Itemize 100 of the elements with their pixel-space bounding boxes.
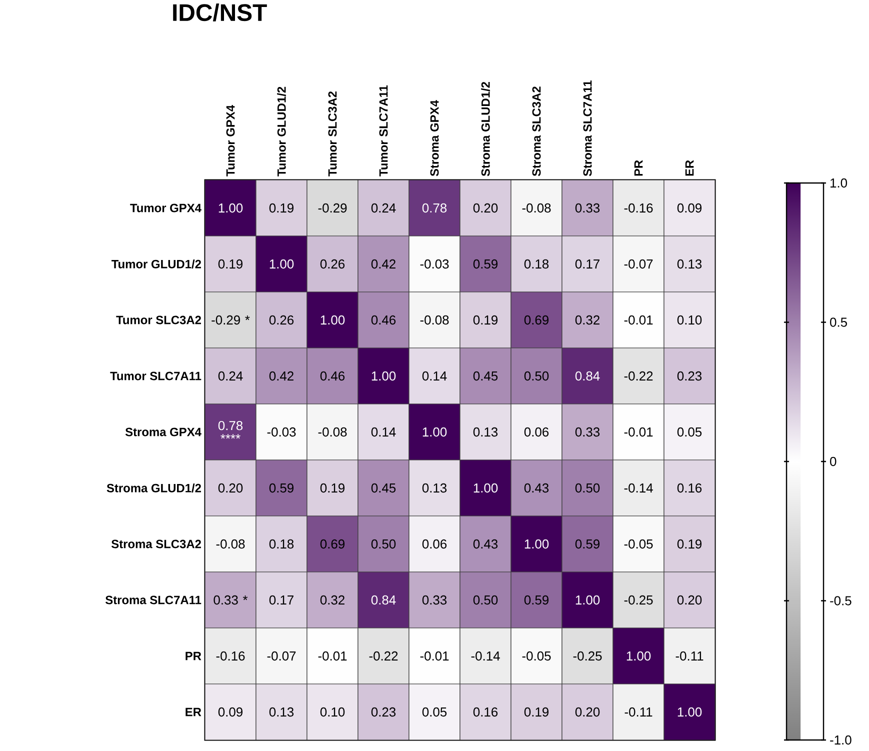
- data-label: 1.00: [218, 203, 243, 213]
- data-label: 1.00: [576, 595, 600, 605]
- x-tick-label: Stroma GLUD1/2: [481, 82, 490, 176]
- data-label: 0.42: [371, 259, 396, 269]
- data-label: 0.45: [371, 483, 396, 493]
- data-label: 1.00: [320, 315, 345, 325]
- data-label: 0.45: [473, 371, 498, 381]
- data-label: 0.24: [371, 203, 396, 213]
- data-label: 0.19: [218, 259, 242, 269]
- data-label: 0.33 *: [214, 595, 248, 605]
- data-label: 0.17: [269, 595, 294, 605]
- data-label: 0.43: [524, 483, 549, 493]
- y-tick-label: Stroma GPX4: [125, 428, 202, 436]
- data-label: 0.18: [524, 259, 549, 269]
- data-label: -0.22: [624, 371, 653, 381]
- y-tick-label: PR: [186, 652, 202, 660]
- data-label: 0.13: [422, 483, 447, 493]
- data-label: -0.05: [522, 651, 551, 661]
- data-label: 0.14: [422, 371, 447, 381]
- data-label: 0.20: [218, 483, 243, 493]
- data-label: 0.59: [269, 483, 294, 493]
- data-label: -0.14: [624, 483, 653, 493]
- data-label: 0.32: [575, 315, 600, 325]
- data-label: -0.16: [216, 651, 245, 661]
- data-label: 0.06: [422, 539, 447, 549]
- data-label: 0.16: [677, 483, 702, 493]
- data-label: 0.19: [473, 315, 498, 325]
- data-label: -0.11: [624, 707, 652, 717]
- data-label: 0.23: [371, 707, 396, 717]
- x-tick-label: Stroma SLC3A2: [532, 86, 541, 176]
- data-label: 0.26: [269, 315, 294, 325]
- data-label: -0.25: [573, 651, 602, 661]
- y-tick-label: ER: [186, 708, 202, 716]
- data-label: -0.08: [216, 539, 245, 549]
- data-label: 0.17: [575, 259, 600, 269]
- data-label: 0.10: [677, 315, 702, 325]
- data-label: 0.33: [575, 203, 600, 213]
- data-label: 0.69: [524, 315, 548, 325]
- data-label: 0.59: [524, 595, 548, 605]
- data-label: -0.07: [624, 259, 653, 269]
- y-tick-label: Stroma SLC3A2: [111, 540, 201, 548]
- data-label: 0.14: [371, 427, 396, 437]
- data-label: -0.29 *: [212, 315, 250, 325]
- data-label: -0.01: [318, 651, 347, 661]
- data-label: -0.14: [471, 651, 500, 661]
- data-label: 0.18: [269, 539, 294, 549]
- x-tick-label: Tumor SLC3A2: [328, 91, 337, 176]
- data-label: 0.33: [422, 595, 447, 605]
- data-label: 0.84: [371, 595, 396, 605]
- data-label: 0.59: [575, 539, 600, 549]
- data-label: 1.00: [422, 427, 447, 437]
- color-bar-label: 0: [830, 456, 836, 466]
- color-bar-label: 1.0: [830, 178, 848, 188]
- data-label: 0.43: [473, 539, 498, 549]
- x-tick-label: Stroma SLC7A11: [583, 80, 592, 176]
- data-label: 0.19: [269, 203, 294, 213]
- data-label: 0.19: [677, 539, 702, 549]
- data-label: 0.10: [320, 707, 345, 717]
- data-label: -0.08: [318, 427, 347, 437]
- data-label: 0.78: [422, 203, 447, 213]
- data-label: 0.24: [218, 371, 243, 381]
- data-label: 0.05: [422, 707, 447, 717]
- data-label: 0.20: [677, 595, 702, 605]
- data-label: -0.01: [624, 315, 653, 325]
- data-label: 1.00: [678, 707, 702, 717]
- data-label: 0.26: [320, 259, 345, 269]
- data-label: 1.00: [626, 651, 651, 661]
- color-bar-label: -0.5: [830, 596, 852, 606]
- data-label: 0.46: [371, 315, 396, 325]
- data-label: -0.03: [420, 259, 449, 269]
- data-label: 0.09: [218, 707, 242, 717]
- data-label: -0.16: [624, 203, 653, 213]
- data-label: 0.59: [473, 259, 498, 269]
- data-label: -0.03: [267, 427, 296, 437]
- data-label: 0.33: [575, 427, 600, 437]
- x-tick-label: Stroma GPX4: [430, 100, 439, 176]
- data-label: 1.00: [270, 259, 294, 269]
- data-label: -0.01: [420, 651, 449, 661]
- y-tick-label: Stroma SLC7A11: [105, 596, 202, 604]
- data-label: 0.46: [320, 371, 345, 381]
- data-label: 0.19: [320, 483, 344, 493]
- color-bar-label: 0.5: [830, 318, 847, 327]
- data-label: 0.09: [677, 203, 702, 213]
- data-label: -0.29: [318, 203, 347, 213]
- color-bar-label: -1.0: [830, 735, 852, 745]
- data-label: 0.42: [269, 371, 294, 381]
- data-label: 0.50: [524, 371, 549, 381]
- data-label: 0.05: [677, 427, 702, 437]
- data-label: 1.00: [372, 371, 396, 381]
- data-label: -0.08: [420, 315, 449, 325]
- data-label: 0.78 ****: [218, 421, 243, 439]
- data-label: 0.06: [524, 427, 549, 437]
- data-label: -0.25: [624, 595, 653, 605]
- data-label: 0.20: [575, 707, 600, 717]
- data-label: 0.13: [269, 707, 294, 717]
- data-label: 0.69: [320, 539, 344, 549]
- data-label: 0.50: [575, 483, 600, 493]
- data-label: -0.11: [676, 651, 704, 661]
- y-tick-label: Stroma GLUD1/2: [106, 484, 201, 492]
- data-label: -0.07: [267, 651, 296, 661]
